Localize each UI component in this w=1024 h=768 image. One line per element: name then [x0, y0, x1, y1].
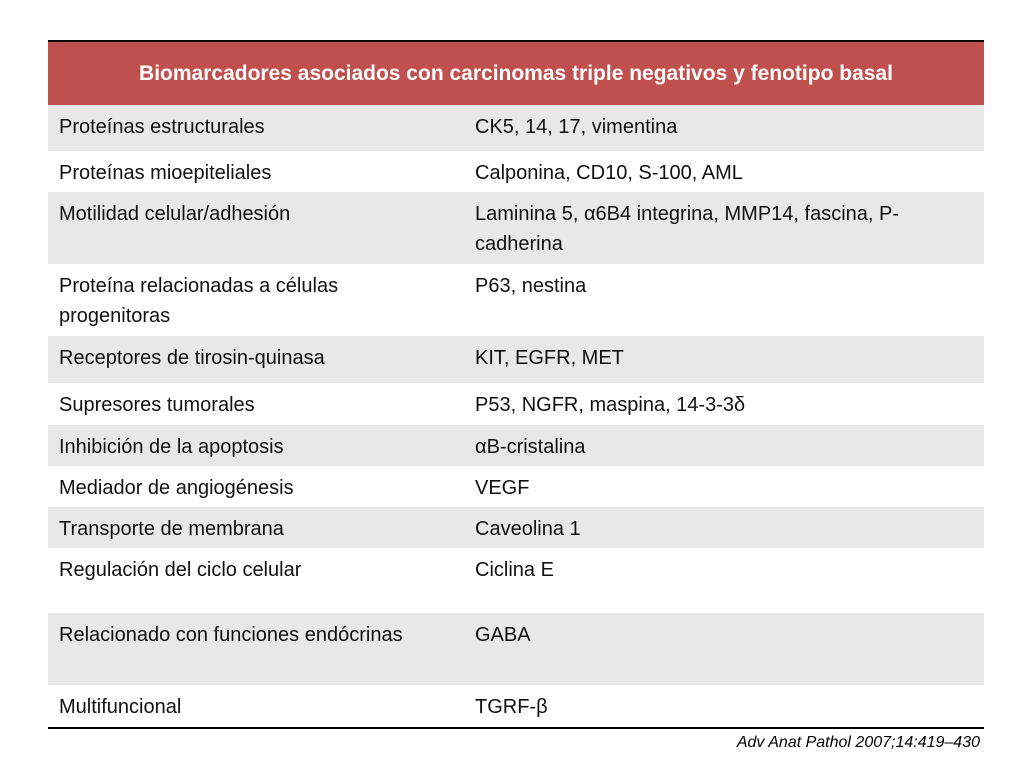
- table-cell: Multifuncional: [59, 696, 182, 718]
- table-cell: αB-cristalina: [475, 436, 586, 458]
- table-row: Regulación del ciclo celular Ciclina E: [48, 548, 984, 613]
- table-cell: Caveolina 1: [475, 518, 581, 540]
- table-cell: Relacionado con funciones endócrinas: [59, 624, 403, 646]
- table-cell: Proteína relacionadas a células progenit…: [59, 275, 339, 327]
- table-row: Transporte de membrana Caveolina 1: [48, 507, 984, 548]
- table-cell: CK5, 14, 17, vimentina: [475, 116, 678, 138]
- table-cell: Calponina, CD10, S-100, AML: [475, 162, 743, 184]
- table-cell: Transporte de membrana: [59, 518, 284, 540]
- citation: Adv Anat Pathol 2007;14:419–430: [736, 734, 980, 751]
- table: Biomarcadores asociados con carcinomas t…: [48, 40, 984, 729]
- table-row: Receptores de tirosin-quinasa KIT, EGFR, …: [48, 336, 984, 383]
- table-cell: TGRF-β: [475, 696, 548, 718]
- table-cell: KIT, EGFR, MET: [475, 347, 624, 369]
- table-cell: Laminina 5, α6B4 integrina, MMP14, fasci…: [475, 203, 899, 255]
- table-cell: Proteínas estructurales: [59, 116, 265, 138]
- table-cell: P63, nestina: [475, 275, 587, 297]
- table-row: Supresores tumorales P53, NGFR, maspina, …: [48, 383, 984, 425]
- table-row: Mediador de angiogénesis VEGF: [48, 466, 984, 507]
- table-cell: Ciclina E: [475, 559, 554, 581]
- table-cell: Supresores tumorales: [59, 394, 255, 416]
- table-row: Inhibición de la apoptosis αB-cristalina: [48, 425, 984, 466]
- table-cell: GABA: [475, 624, 531, 646]
- table-row: Proteínas mioepiteliales Calponina, CD10,…: [48, 151, 984, 192]
- table-header: Biomarcadores asociados con carcinomas t…: [48, 42, 984, 105]
- table-cell: Regulación del ciclo celular: [59, 559, 302, 581]
- table-row: Proteína relacionadas a células progenit…: [48, 264, 984, 336]
- table-cell: Inhibición de la apoptosis: [59, 436, 284, 458]
- table-row: Relacionado con funciones endócrinas GABA: [48, 613, 984, 685]
- table-row: Multifuncional TGRF-β: [48, 685, 984, 727]
- table-cell: P53, NGFR, maspina, 14-3-3δ: [475, 394, 746, 416]
- table-cell: Proteínas mioepiteliales: [59, 162, 272, 184]
- table-row: Motilidad celular/adhesión Laminina 5, α6…: [48, 192, 984, 264]
- table-row: Proteínas estructurales CK5, 14, 17, vime…: [48, 105, 984, 151]
- table-cell: Motilidad celular/adhesión: [59, 203, 291, 225]
- table-cell: VEGF: [475, 477, 530, 499]
- table-cell: Mediador de angiogénesis: [59, 477, 294, 499]
- table-cell: Receptores de tirosin-quinasa: [59, 347, 325, 369]
